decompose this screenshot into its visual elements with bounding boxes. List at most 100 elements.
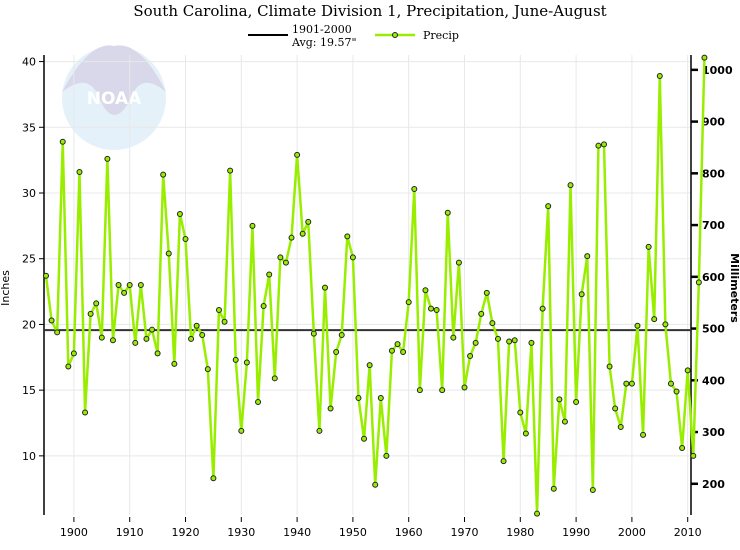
- data-point-2009: [679, 444, 686, 451]
- data-point-1977: [500, 458, 507, 465]
- data-point-1907: [109, 337, 116, 344]
- data-point-1909: [121, 289, 128, 296]
- data-point-1931: [243, 359, 250, 366]
- y2-tick-label: 800: [702, 167, 725, 180]
- data-point-1916: [160, 171, 167, 178]
- data-point-1973: [478, 310, 485, 317]
- legend-average-label-1: 1901-2000: [292, 23, 352, 36]
- data-point-1950: [349, 254, 356, 261]
- data-point-1949: [344, 233, 351, 240]
- data-point-1976: [494, 335, 501, 342]
- data-point-1989: [567, 182, 574, 189]
- data-point-1957: [388, 347, 395, 354]
- data-point-1987: [556, 396, 563, 403]
- data-point-1999: [623, 380, 630, 387]
- chart-title: South Carolina, Climate Division 1, Prec…: [133, 2, 606, 20]
- y2-tick-label: 400: [702, 374, 725, 387]
- data-point-1913: [143, 335, 150, 342]
- data-point-1920: [182, 236, 189, 242]
- data-point-2004: [651, 316, 658, 323]
- x-tick-label: 1920: [172, 526, 200, 539]
- noaa-logo-watermark: NOAA: [62, 45, 166, 150]
- data-point-1914: [149, 326, 156, 333]
- data-point-1897: [54, 329, 61, 336]
- x-tick-label: 1980: [506, 526, 534, 539]
- data-point-1929: [232, 356, 239, 363]
- data-point-1963: [422, 287, 429, 294]
- data-point-1953: [366, 362, 373, 369]
- data-point-1896: [48, 317, 55, 324]
- data-point-1996: [606, 363, 613, 370]
- data-point-1911: [132, 339, 139, 346]
- data-point-1912: [137, 282, 144, 288]
- x-tick-label: 1960: [395, 526, 423, 539]
- data-point-1955: [377, 395, 384, 402]
- data-point-1941: [299, 230, 306, 237]
- data-point-1944: [316, 427, 323, 434]
- y-tick-label: 20: [22, 318, 36, 331]
- data-point-1995: [601, 141, 607, 148]
- data-point-1939: [288, 234, 295, 241]
- y-tick-label: 30: [22, 187, 36, 200]
- data-point-1924: [204, 366, 211, 373]
- data-point-2010: [684, 367, 691, 374]
- data-point-1968: [450, 334, 457, 341]
- y2-tick-label: 1000: [702, 64, 733, 77]
- data-point-1960: [405, 299, 412, 306]
- data-point-1923: [199, 331, 206, 338]
- y2-tick-label: 600: [702, 271, 725, 284]
- data-point-1903: [87, 310, 94, 317]
- data-point-1972: [472, 339, 479, 346]
- data-point-2013: [701, 54, 708, 61]
- data-point-1956: [383, 452, 390, 459]
- y-tick-label: 15: [22, 384, 36, 397]
- y-tick-label: 40: [22, 56, 36, 69]
- data-point-1930: [238, 427, 245, 434]
- y2-tick-label: 700: [702, 219, 725, 232]
- data-point-1915: [154, 350, 161, 357]
- data-point-1933: [255, 398, 262, 405]
- data-point-1971: [467, 352, 474, 359]
- data-point-1988: [561, 418, 568, 425]
- data-point-1965: [433, 306, 440, 313]
- x-tick-label: 1950: [339, 526, 367, 539]
- x-tick-label: 1930: [227, 526, 255, 539]
- data-point-2011: [690, 452, 697, 459]
- x-tick-label: 2010: [674, 526, 702, 539]
- legend-precip-marker: [392, 32, 398, 38]
- data-point-1991: [578, 291, 585, 298]
- data-point-1895: [43, 272, 49, 279]
- data-point-1974: [483, 289, 490, 296]
- data-point-2003: [645, 243, 652, 250]
- data-point-1900: [70, 350, 77, 357]
- legend-average-label-2: Avg: 19.57": [291, 36, 357, 49]
- data-point-1985: [545, 203, 552, 210]
- data-point-2012: [695, 279, 702, 286]
- x-tick-label: 1910: [116, 526, 144, 539]
- x-tick-label: 1970: [451, 526, 479, 539]
- data-point-1932: [249, 222, 256, 229]
- data-point-1922: [193, 322, 200, 329]
- data-point-1934: [260, 303, 267, 310]
- y2-axis-label: Millimeters: [728, 253, 740, 323]
- data-point-1969: [455, 259, 462, 266]
- data-point-1899: [65, 363, 72, 370]
- data-point-1986: [550, 485, 557, 492]
- data-point-2002: [640, 431, 647, 438]
- data-point-1921: [188, 335, 195, 342]
- data-point-1901: [76, 168, 83, 175]
- svg-text:NOAA: NOAA: [87, 89, 142, 109]
- data-point-1967: [444, 209, 451, 216]
- data-point-1983: [534, 510, 541, 517]
- data-point-1961: [411, 186, 418, 193]
- y-tick-label: 10: [22, 450, 36, 463]
- data-point-1928: [227, 167, 234, 174]
- data-point-1937: [277, 254, 284, 261]
- x-tick-label: 2000: [618, 526, 646, 539]
- data-point-1992: [584, 253, 591, 260]
- data-point-1925: [210, 475, 217, 482]
- data-point-1997: [612, 405, 619, 412]
- data-point-1918: [171, 360, 178, 367]
- data-point-1947: [333, 349, 340, 356]
